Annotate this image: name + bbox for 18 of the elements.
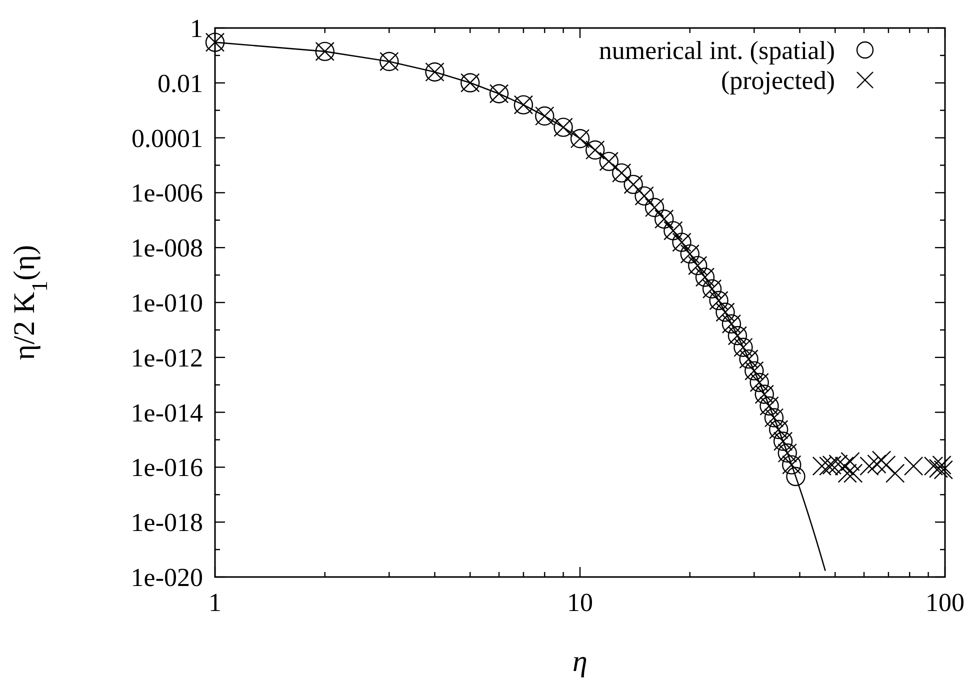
y-tick-label: 1 [190,14,203,43]
y-tick-label: 1e-016 [130,453,203,482]
y-tick-label: 1e-012 [130,343,203,372]
y-tick-label: 1e-014 [130,398,203,428]
legend-label: (projected) [720,66,835,95]
y-tick-label: 1e-018 [130,508,203,538]
legend-entry: (projected) [720,66,874,95]
x-tick-label: 1 [208,588,222,617]
x-tick-label: 10 [567,588,593,617]
x-tick-label: 100 [926,588,964,617]
y-tick-label: 1e-010 [130,288,203,318]
y-tick-label: 1e-020 [130,563,203,592]
y-tick-label: 1e-006 [130,178,203,208]
y-tick-label: 1e-008 [130,234,203,263]
y-tick-label: 0.0001 [132,124,203,153]
legend-entry: numerical int. (spatial) [598,36,874,65]
x-axis-title: η [572,645,588,678]
y-tick-label: 0.01 [158,68,203,98]
